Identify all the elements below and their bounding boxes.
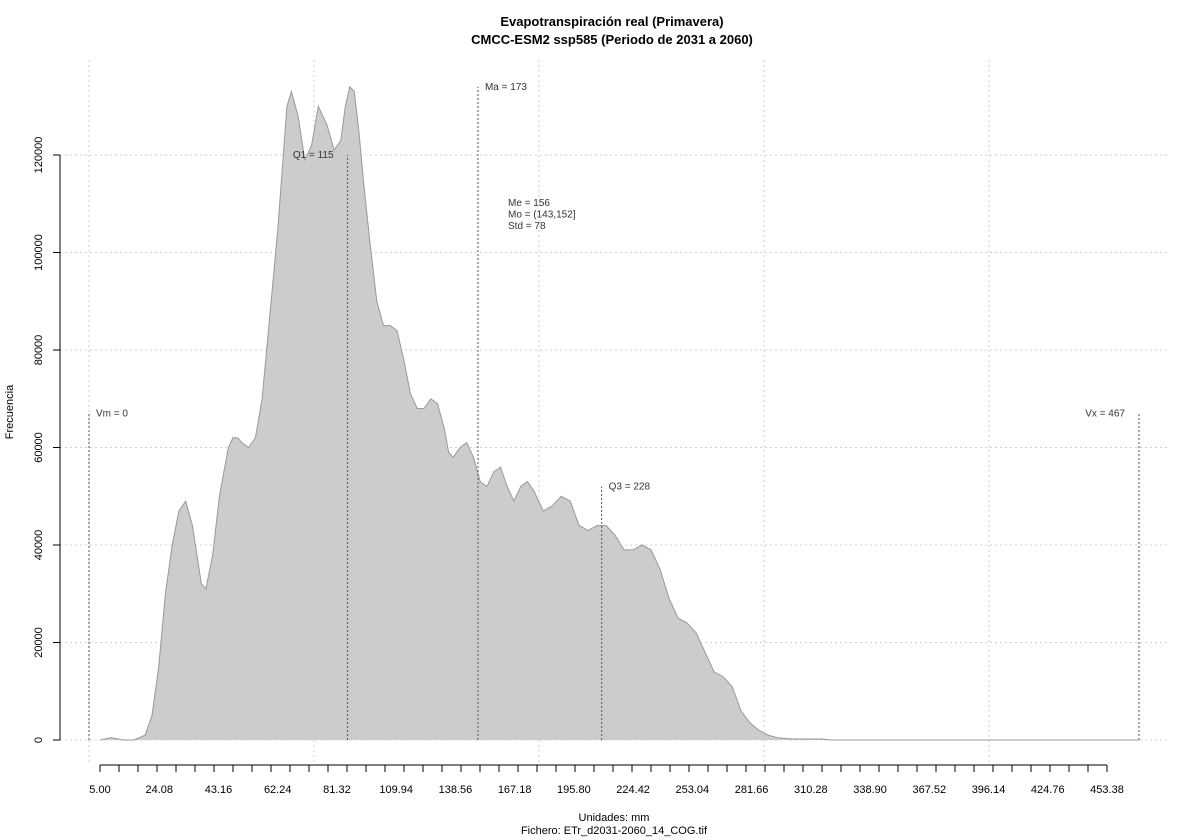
stats-line: Me = 156 — [508, 198, 550, 209]
y-axis-label: Frecuencia — [4, 384, 16, 439]
y-tick-label: 40000 — [33, 530, 45, 561]
area-outline — [100, 85, 1139, 741]
annotation-vx: Vx = 467 — [1085, 408, 1125, 419]
x-tick-label: 310.28 — [794, 784, 828, 796]
x-tick-label: 224.42 — [616, 784, 650, 796]
annotation-q3: Q3 = 228 — [609, 482, 651, 493]
x-tick-label: 424.76 — [1031, 784, 1065, 796]
annotation-ma: Ma = 173 — [485, 82, 527, 93]
x-tick-label: 195.80 — [557, 784, 591, 796]
y-tick-label: 20000 — [33, 627, 45, 658]
stats-line: Std = 78 — [508, 221, 546, 232]
x-tick-label: 43.16 — [205, 784, 233, 796]
reference-lines — [88, 86, 1140, 740]
annotation-vm: Vm = 0 — [96, 408, 128, 419]
x-tick-label: 109.94 — [379, 784, 413, 796]
x-tick-label: 138.56 — [439, 784, 473, 796]
y-tick-label: 60000 — [33, 432, 45, 463]
x-tick-label: 281.66 — [735, 784, 769, 796]
y-tick-label: 120000 — [33, 137, 45, 174]
x-axis: 5.00 24.08 43.16 62.24 81.32 109.94 138.56 167.… — [89, 764, 1124, 796]
x-tick-label: 24.08 — [145, 784, 173, 796]
x-tick-label: 81.32 — [323, 784, 351, 796]
y-axis: 0 20000 40000 60000 80000 100000 120000 — [33, 137, 61, 743]
stats-line: Mo = (143,152] — [508, 210, 576, 221]
x-tick-label: 338.90 — [853, 784, 887, 796]
y-tick-label: 0 — [33, 737, 45, 743]
x-tick-label: 5.00 — [89, 784, 110, 796]
y-tick-label: 80000 — [33, 335, 45, 366]
x-axis-label: Unidades: mm — [579, 812, 650, 824]
annotations: Vm = 0 Q1 = 115 Ma = 173 Q3 = 228 Vx = 467 — [96, 82, 1125, 493]
x-tick-label: 167.18 — [498, 784, 532, 796]
chart-subtitle: CMCC-ESM2 ssp585 (Periodo de 2031 a 2060… — [471, 32, 753, 47]
chart-title: Evapotranspiración real (Primavera) — [500, 14, 723, 29]
area-fill — [100, 86, 1140, 741]
area-series — [100, 85, 1140, 741]
x-tick-label: 62.24 — [264, 784, 292, 796]
x-tick-label: 367.52 — [912, 784, 946, 796]
x-tick-label: 453.38 — [1090, 784, 1124, 796]
file-caption: Fichero: ETr_d2031-2060_14_COG.tif — [521, 825, 708, 837]
x-tick-label: 396.14 — [972, 784, 1006, 796]
annotation-q1: Q1 = 115 — [293, 150, 334, 161]
x-tick-label: 253.04 — [676, 784, 710, 796]
y-tick-label: 100000 — [33, 234, 45, 271]
